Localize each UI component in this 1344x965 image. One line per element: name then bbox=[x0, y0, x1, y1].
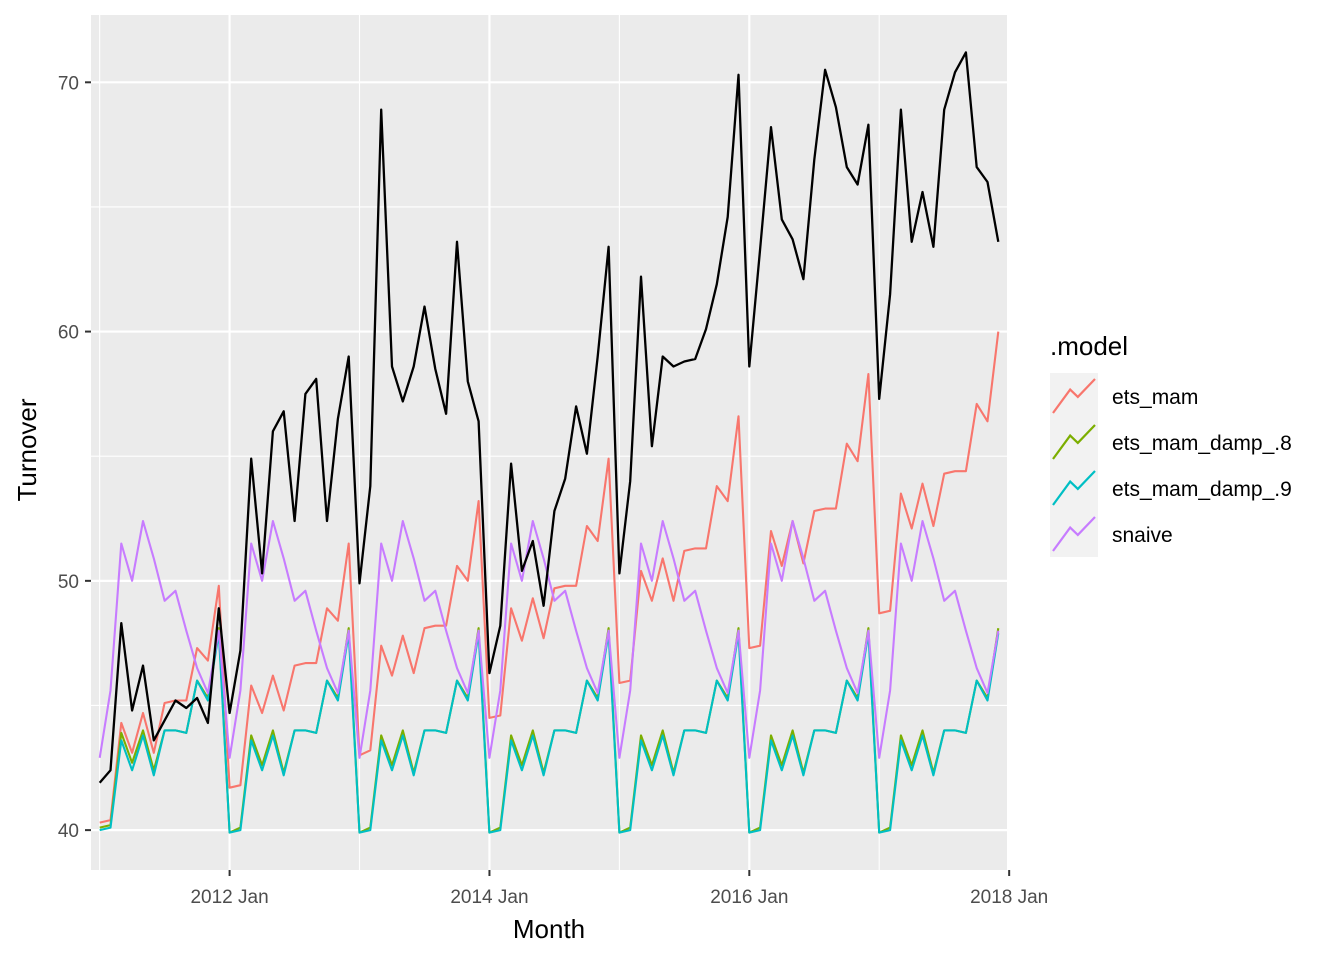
legend: .model ets_mam ets_mam_damp_.8 ets_mam_dam… bbox=[1050, 331, 1292, 557]
x-axis-title: Month bbox=[513, 914, 585, 944]
actual-turnover-line bbox=[98, 51, 1000, 784]
series-line-ets-mam bbox=[99, 331, 1000, 824]
legend-item: ets_mam_damp_.9 bbox=[1050, 465, 1292, 511]
legend-key bbox=[1050, 373, 1098, 419]
legend-key-line bbox=[1052, 470, 1096, 506]
legend-item: snaive bbox=[1050, 511, 1173, 557]
x-tick-label: 2014 Jan bbox=[450, 887, 528, 908]
series-lines bbox=[98, 51, 1000, 834]
legend-key-line bbox=[1052, 378, 1096, 414]
legend-key bbox=[1050, 511, 1098, 557]
x-tick-label: 2016 Jan bbox=[710, 887, 788, 908]
legend-label: snaive bbox=[1112, 524, 1173, 547]
y-tick-label: 70 bbox=[58, 73, 79, 94]
series-line-snaive bbox=[98, 519, 1000, 759]
legend-label: ets_mam_damp_.8 bbox=[1112, 432, 1292, 455]
plot-panel bbox=[91, 15, 1007, 870]
legend-label: ets_mam bbox=[1112, 386, 1198, 409]
x-tick-label: 2012 Jan bbox=[190, 887, 268, 908]
y-tick-label: 60 bbox=[58, 323, 79, 344]
legend-label: ets_mam_damp_.9 bbox=[1112, 478, 1292, 501]
y-axis: 40 50 60 70 bbox=[58, 73, 91, 842]
legend-key bbox=[1050, 465, 1098, 511]
legend-item: ets_mam_damp_.8 bbox=[1050, 419, 1292, 465]
series-line-ets-mam-damp-9 bbox=[99, 632, 1000, 834]
legend-key-line bbox=[1052, 424, 1096, 460]
x-tick-label: 2018 Jan bbox=[970, 887, 1048, 908]
legend-title: .model bbox=[1050, 331, 1128, 361]
y-tick-label: 50 bbox=[58, 572, 79, 593]
legend-key bbox=[1050, 419, 1098, 465]
y-tick-label: 40 bbox=[58, 821, 79, 842]
legend-item: ets_mam bbox=[1050, 373, 1198, 419]
legend-items: ets_mam ets_mam_damp_.8 ets_mam_damp_.9sna… bbox=[1050, 373, 1292, 557]
y-axis-title: Turnover bbox=[12, 398, 42, 501]
x-axis: 2012 Jan 2014 Jan 2016 Jan 2018 Jan bbox=[190, 870, 1048, 908]
minor-gridlines bbox=[91, 15, 1007, 870]
legend-key-line bbox=[1052, 516, 1096, 552]
